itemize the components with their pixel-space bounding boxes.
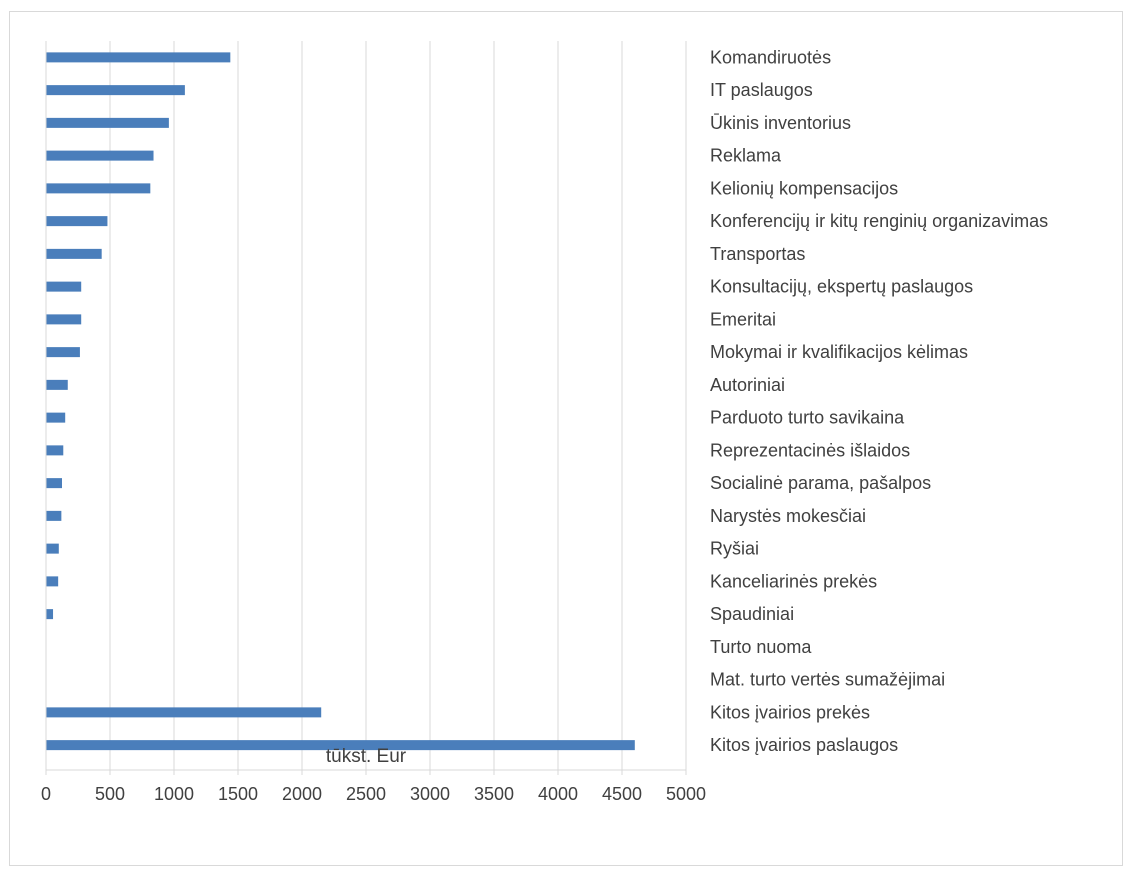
chart-frame	[9, 11, 1123, 866]
bar	[46, 543, 59, 554]
bar	[46, 379, 68, 390]
bar	[46, 314, 82, 325]
bar	[46, 117, 169, 128]
bar	[46, 478, 62, 489]
bar	[46, 609, 54, 620]
category-label: Mokymai ir kvalifikacijos kėlimas	[710, 342, 968, 362]
x-tick-label: 500	[95, 784, 125, 804]
bar	[46, 445, 64, 456]
category-label: Konsultacijų, ekspertų paslaugos	[710, 277, 973, 297]
x-tick-label: 1000	[154, 784, 194, 804]
bar	[46, 412, 66, 423]
x-axis-title: tūkst. Eur	[326, 746, 407, 767]
axes	[45, 41, 687, 775]
bar	[46, 248, 102, 259]
bar	[46, 707, 322, 718]
category-label: Socialinė parama, pašalpos	[710, 473, 931, 493]
category-label: Mat. turto vertės sumažėjimai	[710, 670, 945, 690]
bar	[46, 52, 231, 63]
bar	[46, 740, 635, 751]
x-tick-label: 2000	[282, 784, 322, 804]
bar	[46, 347, 80, 358]
bar	[46, 183, 151, 194]
category-label: Reprezentacinės išlaidos	[710, 440, 910, 460]
x-tick-label: 1500	[218, 784, 258, 804]
bar	[46, 150, 154, 161]
category-label: Transportas	[710, 244, 805, 264]
category-label: Kitos įvairios prekės	[710, 702, 870, 722]
category-label: Kelionių kompensacijos	[710, 178, 898, 198]
x-tick-label: 5000	[666, 784, 706, 804]
x-tick-label: 4000	[538, 784, 578, 804]
category-label: Reklama	[710, 146, 782, 166]
bar	[46, 85, 185, 96]
bar	[46, 576, 59, 587]
category-label: Ūkinis inventorius	[710, 113, 851, 133]
category-label: Spaudiniai	[710, 604, 794, 624]
category-label: Parduoto turto savikaina	[710, 408, 905, 428]
gridlines	[109, 41, 687, 770]
x-tick-label: 0	[41, 784, 51, 804]
category-label: Emeritai	[710, 309, 776, 329]
category-label: Kitos įvairios paslaugos	[710, 735, 898, 755]
category-label: IT paslaugos	[710, 80, 813, 100]
x-tick-label: 3000	[410, 784, 450, 804]
bar	[46, 281, 82, 292]
x-tick-label: 2500	[346, 784, 386, 804]
category-labels: Komandiruotės IT paslaugos Ūkinis inventor…	[710, 47, 1048, 755]
x-tick-label: 3500	[474, 784, 514, 804]
category-label: Autoriniai	[710, 375, 785, 395]
bar	[46, 510, 62, 521]
category-label: Komandiruotės	[710, 47, 831, 67]
bar	[46, 216, 108, 227]
bars	[46, 52, 635, 751]
category-label: Kanceliarinės prekės	[710, 571, 877, 591]
x-tick-labels: 0 500 1000 1500 2000 2500 3000 3500 4000 4500 5000	[41, 784, 706, 804]
category-label: Ryšiai	[710, 539, 759, 559]
category-label: Konferencijų ir kitų renginių organizavi…	[710, 211, 1048, 231]
category-label: Turto nuoma	[710, 637, 812, 657]
category-label: Narystės mokesčiai	[710, 506, 866, 526]
x-tick-label: 4500	[602, 784, 642, 804]
